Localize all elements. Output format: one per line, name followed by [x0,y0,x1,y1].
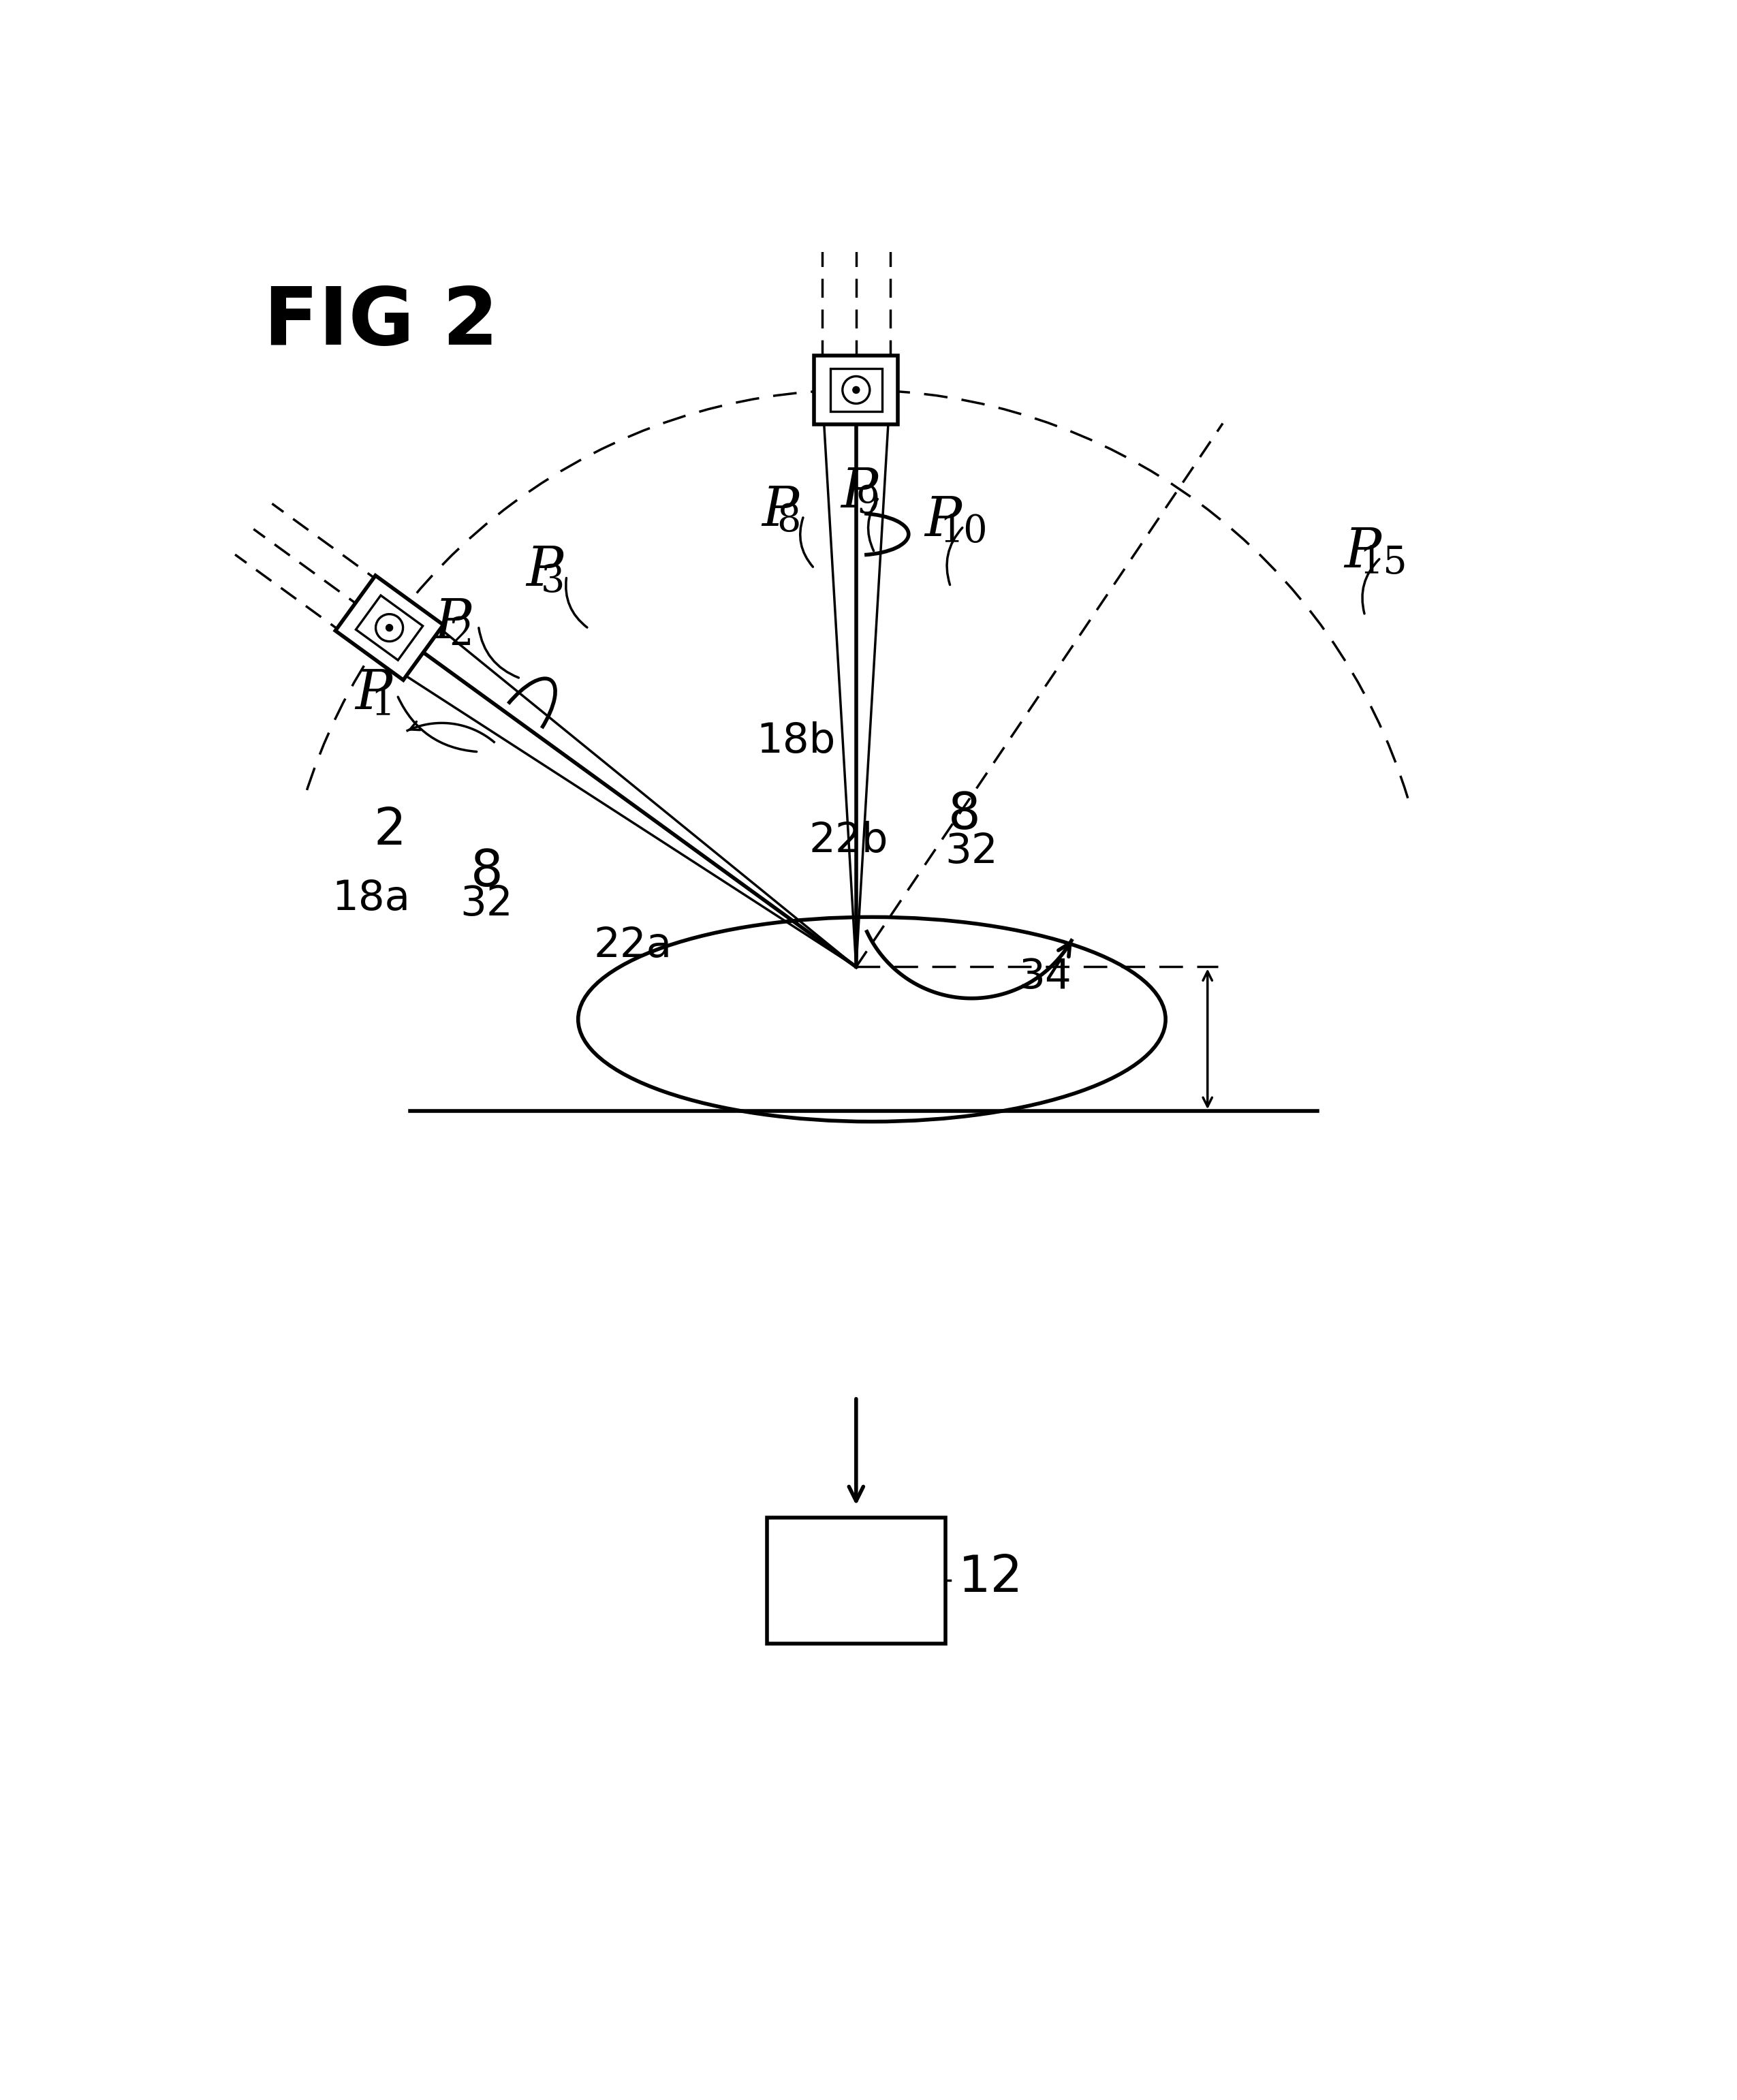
Text: 32: 32 [460,884,512,924]
Text: 8: 8 [471,848,504,897]
Text: 3: 3 [540,563,565,601]
Circle shape [842,376,870,403]
Bar [768,1518,945,1644]
Text: 18a: 18a [332,878,410,920]
Text: P: P [434,596,471,649]
Circle shape [853,386,860,393]
Bar [815,355,898,424]
Text: P: P [526,544,563,596]
Text: P: P [924,496,961,548]
Text: FIG 2: FIG 2 [264,284,499,361]
Text: 8: 8 [776,502,801,540]
Text: 1: 1 [370,687,394,722]
Text: 15: 15 [1358,544,1407,582]
Text: 34: 34 [1018,958,1072,997]
Text: P: P [763,485,799,538]
Text: 32: 32 [945,832,999,871]
Circle shape [386,624,393,632]
Text: 22b: 22b [809,821,888,861]
Text: 8: 8 [948,790,980,840]
Text: P: P [354,668,393,720]
Circle shape [375,613,403,640]
Text: 10: 10 [940,512,988,550]
Bar [356,596,422,659]
Text: 2: 2 [373,806,406,855]
Text: 12: 12 [959,1554,1023,1602]
Text: 18b: 18b [757,720,835,762]
Bar [335,575,443,680]
Text: 9: 9 [856,483,879,521]
Text: P: P [841,466,877,519]
Text: P: P [1344,527,1381,580]
Bar [830,370,882,412]
Text: 22a: 22a [594,926,672,966]
Text: 2: 2 [450,615,472,653]
